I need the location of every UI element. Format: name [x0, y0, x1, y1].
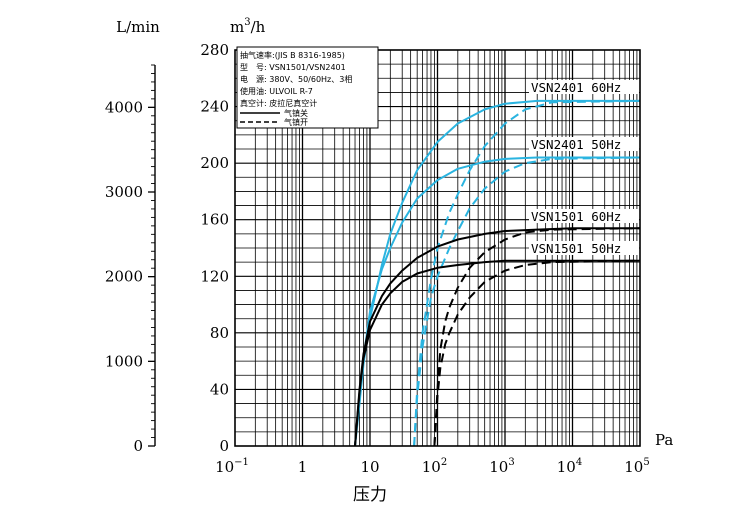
y2-axis-unit: L/min — [116, 18, 160, 36]
x-tick-label: 10−1 — [215, 457, 249, 476]
x-axis-ticks: 10−1 1 10 102 103 104 105 — [215, 457, 650, 476]
y2-tick-label: 2000 — [105, 268, 143, 286]
legend-line-standard: 抽气速率:(JIS B 8316-1985) — [240, 50, 345, 60]
y-tick-label: 200 — [200, 154, 229, 172]
annotation-vsn1501-60hz: VSN1501 60Hz — [531, 209, 621, 224]
plot-frame — [234, 49, 641, 447]
legend-solid-label: 气镇关 — [284, 108, 308, 118]
series-line-vsn1501-60hz-ballast-off — [354, 227, 640, 447]
annotation-vsn1501-50hz: VSN1501 50Hz — [531, 241, 621, 256]
curves — [354, 99, 641, 447]
legend-box: 抽气速率:(JIS B 8316-1985) 型 号: VSN1501/VSN2… — [236, 46, 379, 129]
annotation-bg-2401-50 — [529, 137, 639, 151]
y-tick-label: 80 — [210, 324, 229, 342]
series-line-vsn2401-50hz-ballast-off — [354, 156, 640, 447]
x-tick-label: 10 — [360, 458, 379, 476]
y-tick-label: 40 — [210, 380, 229, 398]
y-axis-unit: m3/h — [230, 17, 266, 36]
series-annotations: VSN2401 60Hz VSN2401 50Hz VSN1501 60Hz V… — [529, 80, 639, 256]
y2-tick-label: 4000 — [105, 98, 143, 116]
x-tick-label: 103 — [489, 457, 514, 476]
y2-axis: 0 1000 2000 3000 4000 — [105, 64, 156, 455]
legend-frame — [236, 46, 379, 129]
x-tick-label: 104 — [557, 457, 582, 476]
annotation-bg-1501-60 — [529, 209, 639, 223]
plot-border — [234, 49, 641, 447]
annotation-bg-1501-50 — [529, 241, 639, 255]
legend-line-gauge: 真空计: 皮拉尼真空计 — [240, 98, 317, 108]
y-tick-label: 0 — [219, 437, 229, 455]
y-tick-label: 280 — [200, 41, 229, 59]
annotation-vsn2401-50hz: VSN2401 50Hz — [531, 137, 621, 152]
y2-tick-label: 0 — [133, 437, 143, 455]
series-line-vsn1501-50hz-ballast-on — [433, 259, 641, 447]
x-tick-label: 1 — [298, 458, 308, 476]
y2-tick-label: 1000 — [105, 352, 143, 370]
legend-dashed-label: 气镇开 — [284, 117, 308, 127]
y-tick-label: 240 — [200, 98, 229, 116]
x-tick-label: 105 — [624, 457, 649, 476]
y-tick-label: 160 — [200, 211, 229, 229]
x-axis-label: 压力 — [353, 485, 387, 505]
series-line-vsn1501-50hz-ballast-off — [354, 259, 640, 447]
series-line-vsn2401-60hz-ballast-off — [354, 99, 640, 447]
legend-line-oil: 使用油: ULVOIL R-7 — [240, 86, 313, 96]
legend-line-model: 型 号: VSN1501/VSN2401 — [240, 63, 346, 72]
annotation-vsn2401-60hz: VSN2401 60Hz — [531, 80, 621, 95]
series-line-vsn2401-60hz-ballast-on — [413, 99, 641, 447]
y-tick-label: 120 — [200, 267, 229, 285]
legend-line-power: 电 源: 380V、50/60Hz、3相 — [240, 74, 352, 84]
annotation-bg-2401-60 — [529, 80, 639, 94]
series-line-vsn2401-50hz-ballast-on — [413, 156, 641, 447]
y-axis-ticks: 0 40 80 120 160 200 240 280 — [200, 41, 229, 455]
x-axis-unit: Pa — [655, 431, 673, 449]
x-tick-label: 102 — [422, 457, 447, 476]
y2-tick-label: 3000 — [105, 183, 143, 201]
